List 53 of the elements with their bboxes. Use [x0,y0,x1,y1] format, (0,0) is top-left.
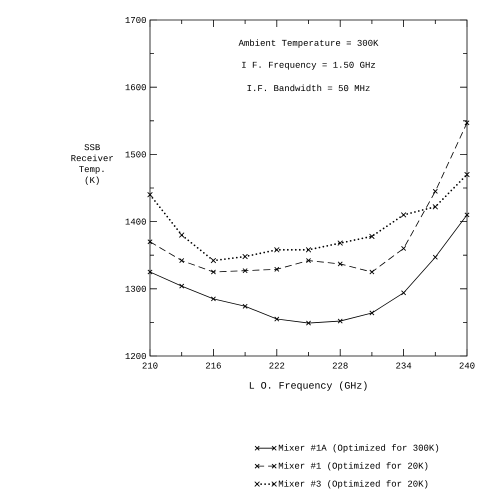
point [306,247,312,252]
y-tick-label: 1500 [126,151,146,158]
x-tick-label: 240 [460,362,475,369]
legend-label: Mixer #1A (Optimized for 300K) [278,444,438,453]
y-tick-label: 1600 [126,84,146,90]
legend-label: Mixer #1 (Optimized for 20K) [278,462,428,470]
point [338,240,343,246]
point [369,310,374,316]
point [242,304,248,309]
y-tick-label: 1400 [126,218,146,225]
point [179,284,184,289]
point [274,316,280,322]
point [401,246,406,252]
point [432,188,438,194]
point [147,239,153,244]
point [464,212,470,218]
x-tick-label: 216 [206,362,221,369]
point [338,261,343,266]
point [369,269,374,275]
y-axis-title: SSB Receiver Temp. (K) [71,144,113,185]
point [147,269,153,275]
y-tick-label: 1300 [126,286,146,292]
annotation: Ambient Temperature = 300K [238,39,378,48]
point [306,320,312,326]
point [274,247,280,252]
point [464,172,470,178]
point [179,258,184,264]
point [210,269,216,275]
annotation: I.F. Bandwidth = 50 MHz [248,84,370,92]
y-tick-label: 1700 [126,16,146,24]
x-tick-label: 222 [269,362,284,369]
legend-label: Mixer #3 (Optimized for 20K) [278,480,428,488]
point [274,266,280,272]
point [306,258,312,264]
point [369,234,374,239]
point [242,268,248,274]
point [210,296,216,302]
point [401,290,406,296]
x-tick-label: 210 [142,362,158,369]
point [338,318,343,324]
x-tick-label: 234 [396,362,412,369]
y-tick-label: 1200 [126,352,146,360]
point [179,232,184,238]
x-axis-title: L O. Frequency (GHz) [250,381,367,391]
point [401,212,406,218]
point [432,204,438,210]
point [432,254,438,260]
point [464,120,470,126]
point [210,258,216,264]
point [147,192,153,198]
point [242,254,248,260]
annotation: I F. Frequency = 1.50 GHz [242,62,376,70]
x-tick-label: 228 [332,362,348,369]
